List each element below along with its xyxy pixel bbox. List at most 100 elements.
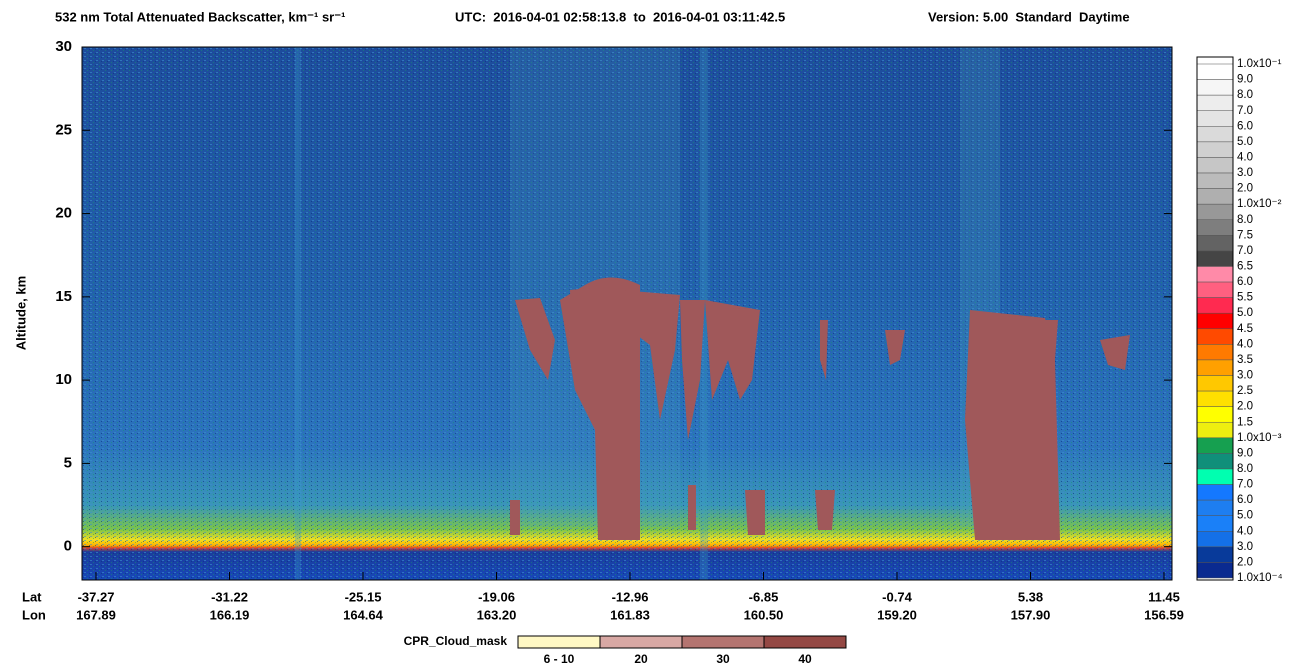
colorbar-cell xyxy=(1196,546,1234,563)
colorbar-label: 1.0x10⁻² xyxy=(1237,198,1282,210)
colorbar-label: 6.0 xyxy=(1237,120,1253,132)
colorbar-label: 7.5 xyxy=(1237,229,1253,241)
colorbar-cell xyxy=(1196,94,1234,111)
colorbar-cell xyxy=(1196,79,1234,96)
colorbar-cell xyxy=(1196,390,1234,407)
colorbar-label: 2.0 xyxy=(1237,183,1253,195)
colorbar-label: 5.0 xyxy=(1237,510,1253,522)
colorbar-label: 8.0 xyxy=(1237,214,1253,226)
cpr-legend-title: CPR_Cloud_mask xyxy=(404,634,508,648)
x-lat-label: -12.96 xyxy=(612,589,649,604)
colorbar-frame xyxy=(1196,56,1234,581)
y-tick-label: 10 xyxy=(55,371,72,388)
x-lon-label: 163.20 xyxy=(477,607,517,622)
colorbar-label: 8.0 xyxy=(1237,89,1253,101)
x-lon-label: 160.50 xyxy=(744,607,784,622)
colorbar-cell xyxy=(1196,219,1234,236)
colorbar-cell xyxy=(1196,531,1234,548)
x-lon-label: 166.19 xyxy=(210,607,250,622)
colorbar-cell xyxy=(1196,453,1234,470)
y-tick-label: 30 xyxy=(55,38,72,55)
x-lat-label: 5.38 xyxy=(1018,589,1043,604)
x-lat-label: -37.27 xyxy=(78,589,115,604)
colorbar-label: 7.0 xyxy=(1237,105,1253,117)
colorbar-label: 4.0 xyxy=(1237,151,1253,163)
cpr-legend-label: 20 xyxy=(634,652,648,666)
colorbar-label: 1.0x10⁻¹ xyxy=(1237,58,1282,70)
x-row-label: Lon xyxy=(22,607,46,622)
colorbar-cell xyxy=(1196,359,1234,376)
colorbar-cell xyxy=(1196,515,1234,532)
colorbar-label: 6.0 xyxy=(1237,494,1253,506)
colorbar-cell xyxy=(1196,157,1234,174)
colorbar-label: 1.0x10⁻³ xyxy=(1237,432,1282,444)
colorbar-label: 4.5 xyxy=(1237,323,1253,335)
x-lon-label: 167.89 xyxy=(76,607,116,622)
y-axis-label: Altitude, km xyxy=(13,276,28,350)
colorbar-cell xyxy=(1196,188,1234,205)
colorbar-cell xyxy=(1196,203,1234,221)
colorbar-cell xyxy=(1196,250,1234,267)
colorbar-label: 5.0 xyxy=(1237,307,1253,319)
colorbar-label: 8.0 xyxy=(1237,463,1253,475)
colorbar-cell xyxy=(1196,421,1234,439)
colorbar-label: 4.0 xyxy=(1237,525,1253,537)
colorbar-cell xyxy=(1196,281,1234,298)
colorbar-label: 2.0 xyxy=(1237,401,1253,413)
x-lat-label: -19.06 xyxy=(478,589,515,604)
cpr-legend-label: 30 xyxy=(716,652,730,666)
cpr-legend-label: 6 - 10 xyxy=(544,652,575,666)
x-lon-label: 156.59 xyxy=(1144,607,1184,622)
colorbar-label: 7.0 xyxy=(1237,245,1253,257)
colorbar-label: 3.0 xyxy=(1237,370,1253,382)
cpr-legend-label: 40 xyxy=(798,652,812,666)
colorbar-cell xyxy=(1196,297,1234,314)
colorbar-label: 2.0 xyxy=(1237,556,1253,568)
colorbar-cell xyxy=(1196,484,1234,501)
colorbar-cell xyxy=(1196,235,1234,252)
chart-title: 532 nm Total Attenuated Backscatter, km⁻… xyxy=(55,9,345,24)
cpr-legend-swatch xyxy=(681,635,765,649)
colorbar-cell xyxy=(1196,126,1234,143)
cloud-mask xyxy=(510,277,1130,540)
colorbar-cell xyxy=(1196,562,1234,579)
plot-frame xyxy=(81,46,1173,581)
colorbar-label: 3.0 xyxy=(1237,541,1253,553)
y-tick-label: 5 xyxy=(64,454,72,471)
colorbar-cell xyxy=(1196,468,1234,485)
colorbar-label: 6.5 xyxy=(1237,261,1253,273)
colorbar-cell xyxy=(1196,437,1234,454)
x-lon-label: 157.90 xyxy=(1011,607,1051,622)
colorbar-label: 9.0 xyxy=(1237,74,1253,86)
colorbar-cell xyxy=(1196,375,1234,392)
colorbar-label: 3.5 xyxy=(1237,354,1253,366)
colorbar-label: 3.0 xyxy=(1237,167,1253,179)
x-lon-label: 164.64 xyxy=(343,607,384,622)
x-lat-label: 11.45 xyxy=(1148,589,1180,604)
colorbar-label: 5.5 xyxy=(1237,292,1253,304)
version: Version: 5.00 Standard Daytime xyxy=(928,9,1130,24)
colorbar-cell xyxy=(1196,328,1234,345)
colorbar-cell xyxy=(1196,172,1234,189)
colorbar-label: 2.5 xyxy=(1237,385,1253,397)
colorbar-label: 9.0 xyxy=(1237,447,1253,459)
y-tick-label: 15 xyxy=(55,288,72,305)
colorbar-label: 7.0 xyxy=(1237,479,1253,491)
x-lon-label: 161.83 xyxy=(610,607,650,622)
cpr-legend-swatch xyxy=(763,635,847,649)
x-row-label: Lat xyxy=(22,589,42,604)
colorbar-cell xyxy=(1196,63,1234,80)
cpr-legend-swatch xyxy=(599,635,683,649)
y-tick-label: 20 xyxy=(55,205,72,222)
colorbar-cell xyxy=(1196,406,1234,423)
colorbar-cell xyxy=(1196,344,1234,361)
colorbar-label: 1.5 xyxy=(1237,416,1253,428)
colorbar-cell xyxy=(1196,312,1234,330)
time-range: UTC: 2016-04-01 02:58:13.8 to 2016-04-01… xyxy=(455,9,785,24)
cpr-legend-swatch xyxy=(517,635,601,649)
x-lat-label: -6.85 xyxy=(749,589,779,604)
x-lat-label: -25.15 xyxy=(345,589,382,604)
colorbar-cell xyxy=(1196,141,1234,158)
colorbar-cell xyxy=(1196,110,1234,127)
